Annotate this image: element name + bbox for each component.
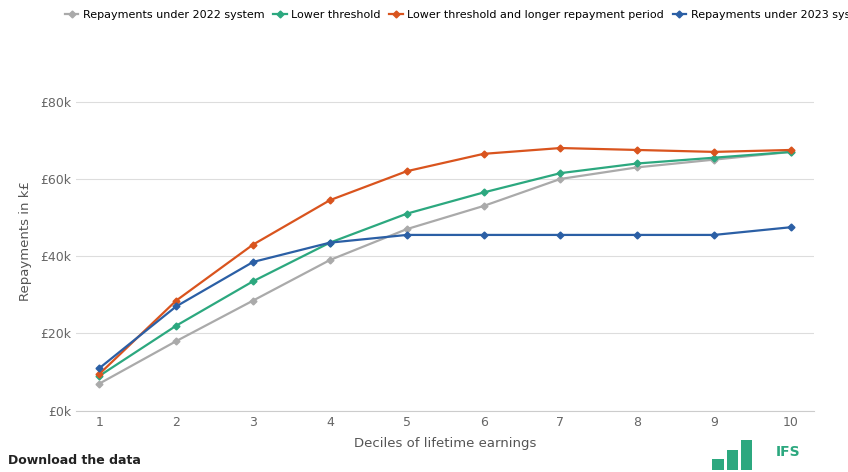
Line: Lower threshold and longer repayment period: Lower threshold and longer repayment per… — [97, 145, 794, 376]
Repayments under 2022 system — [786, 149, 796, 155]
Repayments under 2023 system — [478, 232, 488, 238]
Bar — [727, 450, 738, 470]
Lower threshold — [94, 373, 104, 379]
Repayments under 2022 system — [94, 381, 104, 387]
Repayments under 2022 system — [555, 176, 566, 182]
Lower threshold and longer repayment period — [633, 147, 643, 153]
X-axis label: Deciles of lifetime earnings: Deciles of lifetime earnings — [354, 437, 537, 450]
Legend: Repayments under 2022 system, Lower threshold, Lower threshold and longer repaym: Repayments under 2022 system, Lower thre… — [65, 10, 848, 20]
Bar — [741, 439, 752, 470]
Lower threshold and longer repayment period — [94, 371, 104, 377]
Repayments under 2023 system — [248, 259, 258, 265]
Lower threshold — [555, 170, 566, 176]
Text: IFS: IFS — [776, 445, 801, 459]
Lower threshold — [248, 278, 258, 284]
Repayments under 2023 system — [709, 232, 719, 238]
Line: Repayments under 2022 system: Repayments under 2022 system — [97, 150, 794, 386]
Lower threshold and longer repayment period — [325, 197, 335, 203]
Lower threshold — [633, 160, 643, 166]
Repayments under 2022 system — [171, 338, 181, 344]
Repayments under 2022 system — [248, 298, 258, 303]
Line: Lower threshold: Lower threshold — [97, 150, 794, 379]
Text: Download the data: Download the data — [8, 454, 142, 467]
Lower threshold and longer repayment period — [171, 298, 181, 303]
Lower threshold and longer repayment period — [555, 145, 566, 151]
Repayments under 2023 system — [633, 232, 643, 238]
Lower threshold and longer repayment period — [786, 147, 796, 153]
Lower threshold and longer repayment period — [402, 169, 412, 174]
Repayments under 2022 system — [325, 257, 335, 263]
Repayments under 2022 system — [633, 165, 643, 170]
Repayments under 2023 system — [325, 240, 335, 245]
Lower threshold — [478, 190, 488, 195]
Line: Repayments under 2023 system: Repayments under 2023 system — [97, 225, 794, 371]
Lower threshold — [171, 323, 181, 329]
Repayments under 2022 system — [402, 226, 412, 232]
Bar — [712, 459, 723, 470]
Lower threshold and longer repayment period — [478, 151, 488, 157]
Repayments under 2023 system — [555, 232, 566, 238]
Repayments under 2022 system — [478, 203, 488, 209]
Lower threshold — [709, 155, 719, 160]
Repayments under 2023 system — [171, 303, 181, 309]
Repayments under 2023 system — [786, 224, 796, 230]
Lower threshold — [786, 149, 796, 155]
Lower threshold — [325, 240, 335, 245]
Repayments under 2023 system — [402, 232, 412, 238]
Y-axis label: Repayments in k£: Repayments in k£ — [19, 181, 32, 301]
Lower threshold — [402, 211, 412, 217]
Repayments under 2023 system — [94, 365, 104, 371]
Lower threshold and longer repayment period — [248, 242, 258, 247]
Lower threshold and longer repayment period — [709, 149, 719, 155]
Repayments under 2022 system — [709, 157, 719, 162]
